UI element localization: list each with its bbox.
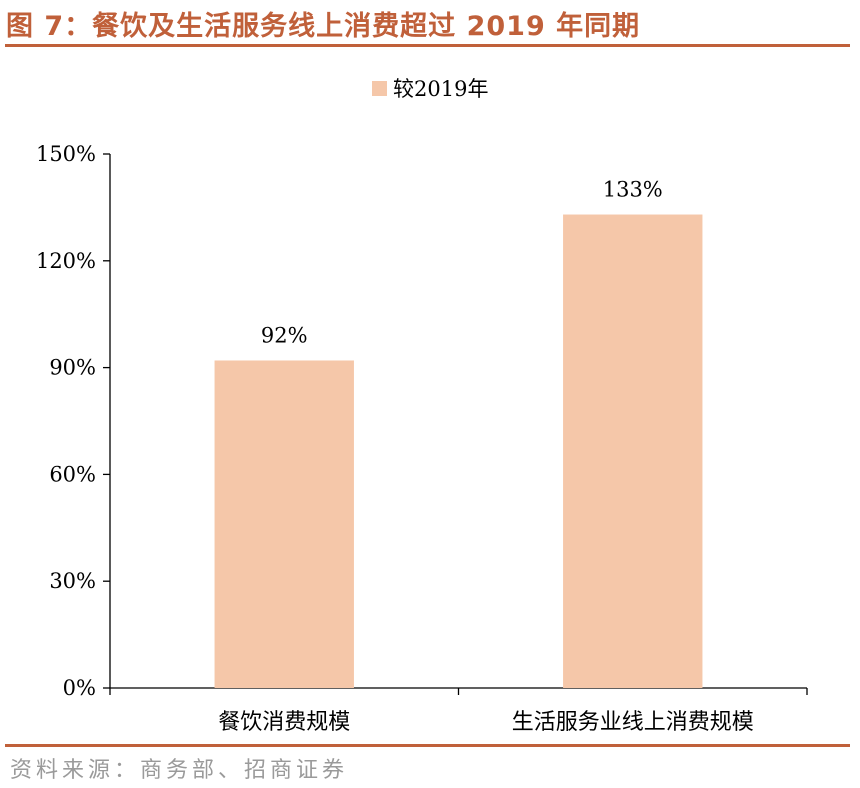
category-label: 生活服务业线上消费规模 bbox=[512, 710, 754, 735]
y-tick-label: 90% bbox=[49, 356, 96, 380]
bar bbox=[214, 360, 354, 688]
y-axis: 0% 30% 60% 90% 120% 150% bbox=[36, 142, 111, 700]
y-tick-label: 150% bbox=[36, 142, 96, 166]
source-rule bbox=[5, 744, 850, 747]
y-tick-label: 0% bbox=[63, 676, 96, 700]
data-labels: 92% 133% bbox=[261, 178, 663, 348]
chart-legend: 较2019年 bbox=[372, 77, 488, 101]
y-tick-label: 30% bbox=[49, 569, 96, 593]
legend-swatch bbox=[372, 81, 387, 96]
source-note: 资料来源：商务部、招商证券 bbox=[10, 758, 349, 783]
bar bbox=[563, 214, 703, 688]
category-label: 餐饮消费规模 bbox=[218, 710, 350, 735]
title-rule bbox=[5, 44, 850, 47]
x-axis bbox=[109, 687, 808, 695]
y-tick-label: 60% bbox=[49, 462, 96, 486]
data-label: 92% bbox=[261, 323, 308, 347]
figure-title: 图 7：餐饮及生活服务线上消费超过 2019 年同期 bbox=[6, 11, 641, 42]
legend-label: 较2019年 bbox=[393, 77, 488, 101]
bars bbox=[214, 214, 703, 688]
data-label: 133% bbox=[603, 178, 663, 202]
category-labels: 餐饮消费规模 生活服务业线上消费规模 bbox=[218, 710, 754, 735]
y-tick-label: 120% bbox=[36, 249, 96, 273]
